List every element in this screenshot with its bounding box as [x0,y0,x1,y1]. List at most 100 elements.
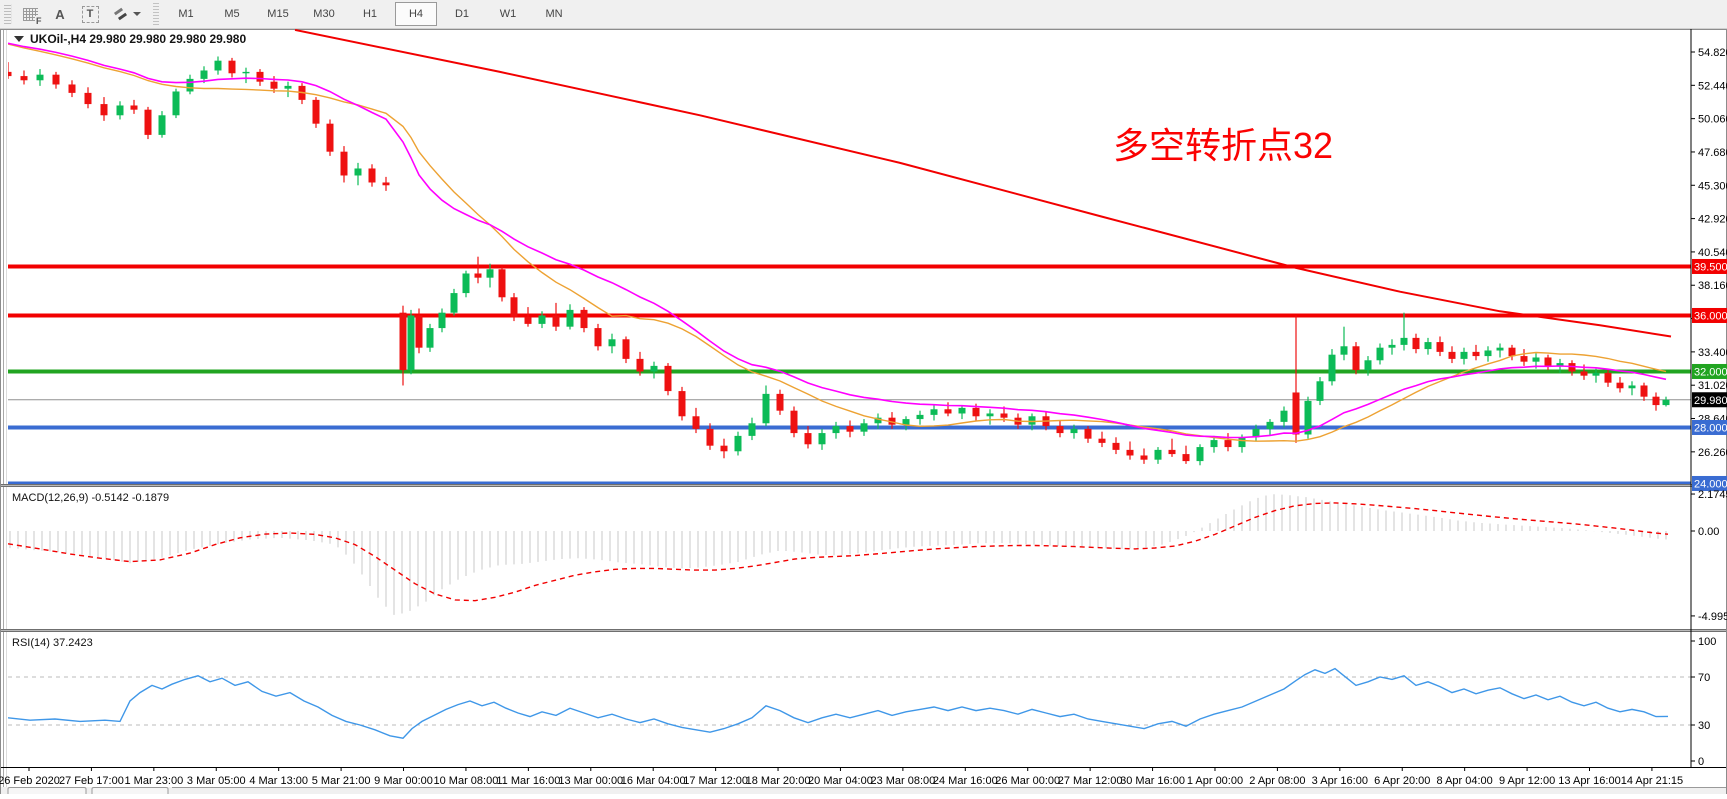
colors-button[interactable] [106,1,148,27]
candle-body [1616,382,1624,389]
candle-body [1604,372,1612,383]
candle-body [888,417,896,425]
candle-body [1154,449,1162,460]
candle-body [1328,354,1336,382]
y-tick-label: 26.260 [1698,447,1727,459]
y-tick-label: 50.060 [1698,114,1727,126]
candle-body [594,328,602,347]
macd-scale-label: 2.1745 [1698,489,1727,501]
x-axis-label: 13 Mar 00:00 [558,775,623,787]
rsi-scale-label: 0 [1698,756,1704,768]
candle-body [340,151,348,176]
x-axis-label: 3 Apr 16:00 [1312,775,1368,787]
x-axis-label: 14 Apr 21:15 [1621,775,1683,787]
candle-body [130,105,138,110]
price-badge [1692,419,1727,435]
templates-grid-button[interactable]: F [16,1,44,27]
candle-body [326,123,334,152]
chart-window: 多空转折点32 UKOil-,H4 29.980 29.980 29.980 29… [0,29,1727,794]
grid-f-icon: F [22,7,42,26]
y-tick-label: 38.160 [1698,280,1727,292]
x-axis-label: 4 Mar 13:00 [249,775,308,787]
timeframe-button-w1[interactable]: W1 [499,8,517,20]
sep-macd-rsi[interactable] [1,629,1726,632]
price-badge [1692,258,1727,274]
candle-body [636,358,644,372]
candle-body [608,339,616,347]
candle-body [1196,447,1204,462]
candle-body [1056,426,1064,434]
macd-label: MACD(12,26,9) -0.5142 -0.1879 [12,492,169,504]
candle-body [580,309,588,329]
candle-body [1628,385,1636,389]
x-axis-label: 6 Apr 20:00 [1374,775,1430,787]
ma-medium-line [8,42,1667,439]
boxed-t-icon: T [81,5,99,23]
chart-tab[interactable] [91,787,169,795]
price-badge [1692,475,1727,491]
candle-body [415,315,423,348]
rsi-scale-label: 100 [1698,636,1716,648]
candle-body [1352,346,1360,371]
candle-body [734,435,742,452]
candle-body [566,309,574,327]
timeframe-button-h4[interactable]: H4 [395,2,437,26]
chart-tab-strip [1,787,1726,794]
toolbar-grip-handle[interactable] [4,4,12,24]
timeframe-button-m1[interactable]: M1 [178,8,194,20]
x-axis-label: 30 Mar 16:00 [1120,775,1185,787]
rsi-panel: RSI(14) 37.2423 [8,637,1691,739]
chevron-down-icon[interactable] [132,12,141,16]
candle-body [1662,399,1670,406]
chart-annotation-text[interactable]: 多空转折点32 [1113,125,1333,166]
price-badge [1692,392,1727,408]
y-tick-label: 42.920 [1698,214,1727,226]
candle-body [944,409,952,414]
text-label-button[interactable]: T [76,1,104,27]
candle-body [1140,455,1148,460]
candle-body [986,413,994,417]
y-tick-label: 33.400 [1698,347,1727,359]
candle-body [382,182,390,186]
candle-body [368,168,376,183]
insert-text-button[interactable]: A [46,1,74,27]
chart-tab[interactable] [7,787,87,795]
x-axis-label: 1 Mar 23:00 [124,775,183,787]
x-axis-label: 26 Feb 2020 [0,775,60,787]
price-badge-label: 24.000 [1694,478,1727,490]
candle-body [1460,351,1468,359]
candle-body [706,428,714,446]
candle-body [1388,344,1396,348]
candle-body [1556,363,1564,366]
timeframe-button-m5[interactable]: M5 [224,8,240,20]
timeframe-button-m15[interactable]: M15 [267,8,289,20]
x-axis-label: 26 Mar 00:00 [995,775,1060,787]
y-tick-label: 52.440 [1698,80,1727,92]
candle-body [1000,413,1008,418]
candle-body [399,312,407,371]
timeframe-button-m30[interactable]: M30 [313,8,335,20]
price-badge-label: 28.000 [1694,422,1727,434]
timeframe-button-h1[interactable]: H1 [362,8,378,20]
timeframe-button-d1[interactable]: D1 [454,8,470,20]
y-tick-label: 45.300 [1698,180,1727,192]
candle-body [930,409,938,415]
x-axis-label: 8 Apr 04:00 [1437,775,1493,787]
candle-body [1496,347,1504,351]
candle-body [552,315,560,327]
candle-body [1224,440,1232,448]
candle-body [214,60,222,71]
candle-body [52,74,60,85]
symbol-dropdown-icon[interactable] [14,36,24,42]
candle-body [860,423,868,432]
toolbar-separator [153,3,159,25]
candle-body [902,419,910,425]
chart-canvas[interactable]: 多空转折点32 UKOil-,H4 29.980 29.980 29.980 29… [0,29,1727,794]
price-badge [1692,307,1727,323]
candle-body [678,391,686,417]
candle-body [1168,449,1176,455]
x-axis-label: 9 Apr 12:00 [1499,775,1555,787]
candle-body [1400,337,1408,345]
sep-main-macd[interactable] [1,484,1726,487]
timeframe-button-mn[interactable]: MN [545,8,563,20]
